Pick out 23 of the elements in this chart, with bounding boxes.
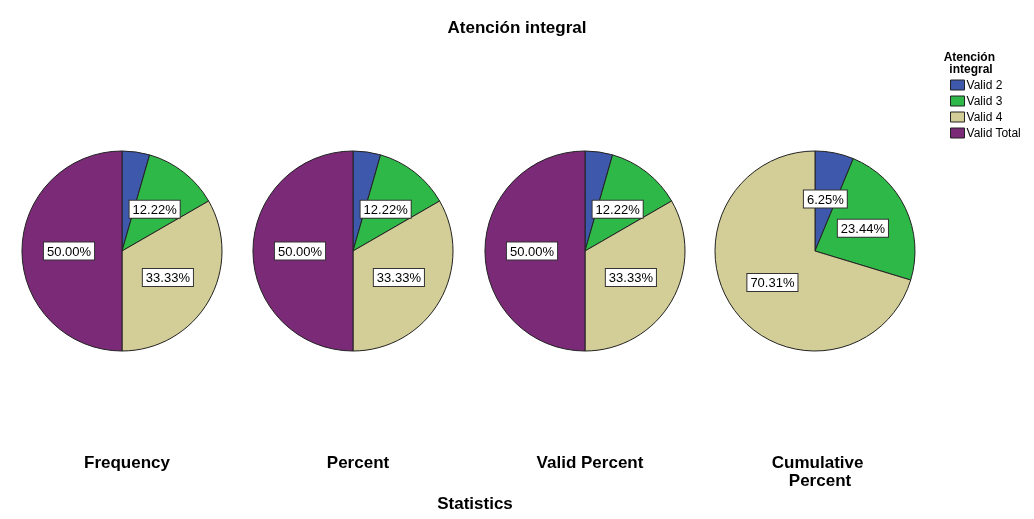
data-label: 33.33% (145, 270, 191, 285)
data-label: 6.25% (806, 191, 845, 207)
legend-title: Atención integral (447, 18, 587, 37)
slice-label: Percent (326, 452, 390, 472)
data-label: 12.22% (363, 201, 409, 217)
slice-label: Frequency (84, 452, 171, 472)
data-label: 23.44% (840, 220, 886, 236)
legend-label: Valid 3 (966, 94, 1003, 108)
legend-label: Valid 2 (966, 78, 1003, 92)
slice-label: Valid Percent (536, 452, 644, 472)
data-label: 70.31% (750, 275, 795, 291)
text: Statistics (437, 494, 513, 513)
data-label: 12.22% (595, 201, 641, 217)
legend-label: Valid Total (966, 126, 1021, 140)
chart-title: Atención integral (943, 50, 999, 76)
legend-label: Valid 4 (966, 110, 1003, 124)
data-label: 33.33% (608, 270, 654, 285)
data-label: 50.00% (46, 243, 92, 259)
slice-label: Cumulative Percent (771, 452, 869, 490)
data-label: 12.22% (132, 201, 178, 217)
data-label: 50.00% (509, 243, 555, 259)
data-label: 50.00% (277, 243, 323, 259)
data-label: 33.33% (376, 270, 422, 285)
